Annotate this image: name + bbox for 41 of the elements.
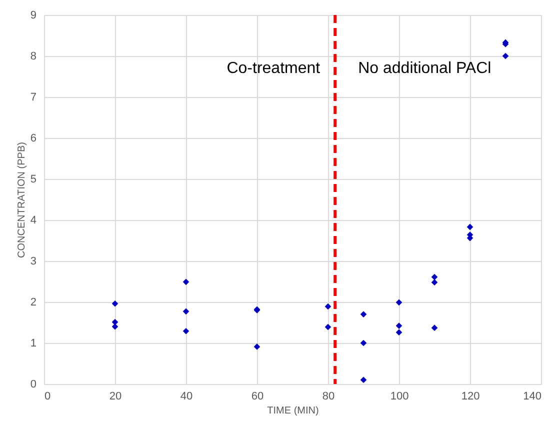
x-tick-label: 80 — [322, 390, 335, 402]
y-tick-label: 2 — [30, 296, 36, 308]
y-tick-label: 9 — [30, 10, 36, 22]
y-tick-label: 5 — [30, 174, 36, 186]
x-tick-label: 100 — [390, 390, 409, 402]
x-tick-label: 40 — [180, 390, 193, 402]
y-tick-label: 7 — [30, 92, 36, 104]
point — [431, 324, 438, 331]
point — [466, 224, 474, 230]
point — [182, 328, 190, 334]
x-tick-label: 0 — [44, 390, 51, 402]
point — [396, 329, 402, 336]
point — [360, 376, 367, 384]
y-tick-label: 3 — [30, 256, 36, 268]
y-tick-label: 1 — [30, 338, 36, 350]
point — [502, 52, 509, 60]
point — [112, 323, 118, 330]
point — [431, 274, 438, 280]
x-axis-title: TIME (MIN) — [267, 406, 319, 416]
point — [112, 300, 118, 307]
x-tick-label: 60 — [251, 390, 264, 402]
point — [396, 299, 402, 306]
point — [396, 322, 402, 329]
point — [324, 303, 332, 310]
point — [360, 340, 367, 346]
x-tick-label: 20 — [109, 390, 122, 402]
annotation: No additional PACl — [358, 60, 492, 77]
point — [182, 308, 190, 315]
y-tick-label: 8 — [30, 50, 36, 62]
y-axis-title: CONCENTRATION (PPB) — [16, 142, 28, 258]
x-tick-label: 140 — [523, 390, 542, 402]
point — [182, 278, 190, 286]
y-tick-label: 4 — [30, 214, 36, 226]
point — [360, 311, 367, 318]
annotation: Co-treatment — [226, 60, 321, 77]
y-tick-label: 0 — [30, 378, 36, 390]
point — [254, 344, 260, 350]
point — [324, 324, 332, 330]
point — [431, 279, 438, 286]
x-tick-label: 120 — [461, 390, 480, 402]
y-tick-label: 6 — [30, 132, 36, 144]
